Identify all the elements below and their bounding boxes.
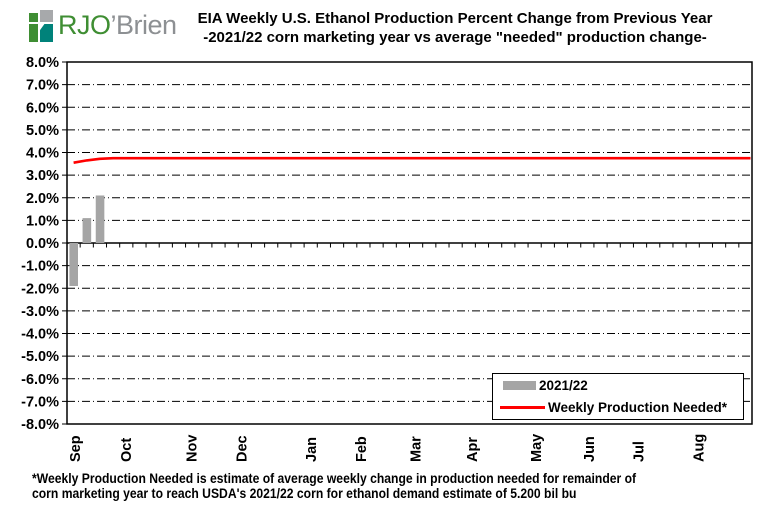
y-axis-tick-label: 1.0% [26, 213, 59, 229]
legend-label-2021-22: 2021/22 [539, 378, 588, 393]
footnote-line1: *Weekly Production Needed is estimate of… [32, 471, 637, 486]
y-axis-tick-label: -5.0% [21, 349, 59, 365]
logo-text: RJO’Brien [58, 9, 177, 42]
y-axis-tick-label: -2.0% [21, 281, 59, 297]
logo-text-obrien: ’Brien [110, 10, 178, 40]
y-axis-tick-label: -4.0% [21, 327, 59, 343]
legend-item-needed: Weekly Production Needed* [493, 397, 743, 419]
x-axis-month-label: Feb [354, 436, 370, 462]
x-axis-month-label: Aug [692, 434, 708, 462]
chart-title-line2: -2021/22 corn marketing year vs average … [203, 29, 707, 46]
legend: 2021/22 Weekly Production Needed* [492, 373, 744, 420]
x-axis-month-label: Jul [631, 441, 647, 462]
x-axis-month-label: Apr [465, 437, 481, 462]
y-axis-tick-label: 8.0% [26, 55, 59, 71]
y-axis-tick-label: 6.0% [26, 100, 59, 116]
needed-line [73, 156, 751, 164]
x-axis-month-label: Nov [185, 435, 201, 462]
legend-label-needed: Weekly Production Needed* [548, 400, 728, 415]
y-axis-tick-label: 2.0% [26, 191, 59, 207]
bar-2021-22 [82, 218, 92, 243]
y-axis-tick-label: -3.0% [21, 304, 59, 320]
y-axis-tick-label: 0.0% [26, 236, 59, 252]
rjobrien-logo-icon [29, 9, 54, 42]
x-axis-month-label: Dec [235, 435, 251, 462]
y-axis-tick-label: -6.0% [21, 372, 59, 388]
x-axis-month-label: Jan [304, 437, 320, 462]
plot-border [66, 61, 753, 425]
x-axis-month-label: May [529, 434, 545, 462]
y-axis-tick-label: 5.0% [26, 123, 59, 139]
legend-bar-swatch [503, 381, 536, 390]
bar-2021-22 [95, 195, 105, 243]
y-axis-tick-label: 3.0% [26, 168, 59, 184]
logo-tile-gray [40, 10, 53, 22]
rjobrien-logo: RJO’Brien [29, 9, 177, 42]
y-axis-tick-label: -8.0% [21, 417, 59, 433]
bar-2021-22 [69, 243, 78, 286]
y-axis-tick-label: -7.0% [21, 394, 59, 410]
footnote-line2: corn marketing year to reach USDA's 2021… [32, 486, 577, 501]
logo-tile-teal [40, 24, 53, 42]
x-axis-month-label: Oct [119, 438, 135, 462]
y-axis-tick-label: -1.0% [21, 259, 59, 275]
legend-item-2021-22: 2021/22 [493, 375, 743, 397]
legend-line-swatch [500, 406, 545, 409]
x-axis-month-label: Mar [409, 436, 425, 462]
logo-tile-green-bottom [29, 24, 38, 42]
logo-text-rjo: RJO [58, 10, 111, 40]
y-axis-tick-label: 7.0% [26, 78, 59, 94]
footnote: *Weekly Production Needed is estimate of… [32, 471, 636, 501]
x-axis-month-label: Sep [68, 435, 84, 462]
x-axis-month-label: Jun [582, 436, 598, 462]
chart-title-line1: EIA Weekly U.S. Ethanol Production Perce… [197, 10, 713, 27]
logo-tile-green-top [29, 13, 38, 22]
y-axis-tick-label: 4.0% [26, 146, 59, 162]
chart-title: EIA Weekly U.S. Ethanol Production Perce… [90, 9, 763, 47]
